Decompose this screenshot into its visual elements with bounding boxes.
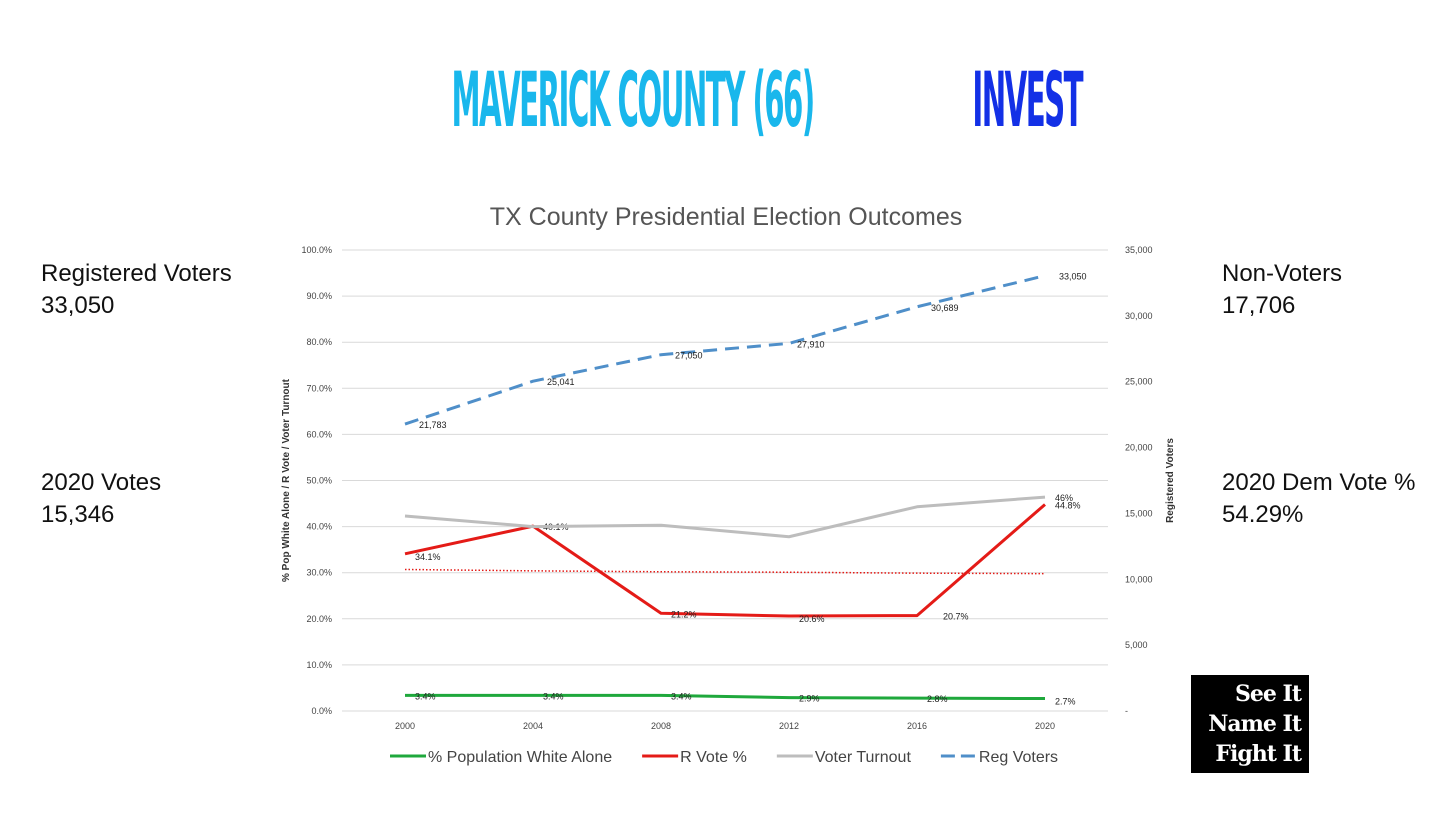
dem-vote-2020-value: 54.29% bbox=[1222, 501, 1304, 528]
votes-2020-stat: 2020 Votes 15,346 bbox=[41, 467, 161, 531]
r-vote-trendline bbox=[404, 568, 1046, 575]
data-label: 2.8% bbox=[927, 694, 948, 704]
y-tick-label: 40.0% bbox=[306, 522, 332, 532]
y2-tick-label: 25,000 bbox=[1125, 377, 1153, 387]
y-tick-label: 100.0% bbox=[301, 245, 332, 255]
legend-label: Voter Turnout bbox=[815, 749, 912, 766]
y2-tick-label: 10,000 bbox=[1125, 574, 1153, 584]
data-label: 46% bbox=[1055, 493, 1073, 503]
data-label: 3.4% bbox=[415, 691, 436, 701]
y-tick-label: 10.0% bbox=[306, 660, 332, 670]
y-tick-label: 50.0% bbox=[306, 476, 332, 486]
series-line--population-white-alone bbox=[405, 693, 1046, 701]
x-tick-label: 2008 bbox=[651, 721, 671, 731]
data-label: 33,050 bbox=[1059, 272, 1087, 282]
y-tick-label: 60.0% bbox=[306, 429, 332, 439]
x-tick-label: 2004 bbox=[523, 721, 543, 731]
data-label: 27,050 bbox=[675, 351, 703, 361]
data-label: 2.9% bbox=[799, 694, 820, 704]
data-label: 3.4% bbox=[671, 691, 692, 701]
data-label: 34.1% bbox=[415, 552, 441, 562]
data-label: 3.4% bbox=[543, 691, 564, 701]
registered-voters-value: 33,050 bbox=[41, 292, 115, 319]
dem-vote-2020-stat: 2020 Dem Vote % 54.29% bbox=[1222, 467, 1415, 531]
votes-2020-label: 2020 Votes bbox=[41, 469, 162, 496]
non-voters-value: 17,706 bbox=[1222, 292, 1296, 319]
title-main: MAVERICK COUNTY (66) bbox=[451, 55, 816, 144]
x-tick-label: 2012 bbox=[779, 721, 799, 731]
y2-tick-label: - bbox=[1125, 706, 1128, 716]
x-tick-label: 2000 bbox=[395, 721, 415, 731]
y-tick-label: 90.0% bbox=[306, 291, 332, 301]
series-line-voter-turnout bbox=[404, 495, 1046, 539]
data-label: 30,689 bbox=[931, 303, 959, 313]
y2-axis-title: Registered Voters bbox=[1165, 438, 1176, 523]
y2-tick-label: 35,000 bbox=[1125, 245, 1153, 255]
data-label: 20.6% bbox=[799, 614, 825, 624]
series-line-reg-voters bbox=[404, 274, 1046, 426]
y-tick-label: 0.0% bbox=[311, 706, 332, 716]
y2-tick-label: 30,000 bbox=[1125, 311, 1153, 321]
y2-tick-label: 20,000 bbox=[1125, 443, 1153, 453]
non-voters-label: Non-Voters bbox=[1222, 260, 1343, 287]
data-label: 27,910 bbox=[797, 339, 825, 349]
legend-label: Reg Voters bbox=[979, 749, 1058, 766]
x-tick-label: 2016 bbox=[907, 721, 927, 731]
registered-voters-label: Registered Voters bbox=[41, 260, 232, 287]
y-axis-title: % Pop White Alone / R Vote / Voter Turno… bbox=[281, 378, 292, 582]
x-tick-label: 2020 bbox=[1035, 721, 1055, 731]
y-tick-label: 30.0% bbox=[306, 568, 332, 578]
y-tick-label: 70.0% bbox=[306, 383, 332, 393]
y-tick-label: 80.0% bbox=[306, 337, 332, 347]
data-label: 21.2% bbox=[671, 609, 697, 619]
election-line-chart: TX County Presidential Election Outcomes… bbox=[281, 203, 1176, 766]
votes-2020-value: 15,346 bbox=[41, 501, 115, 528]
data-label: 25,041 bbox=[547, 377, 575, 387]
data-label: 2.7% bbox=[1055, 697, 1076, 707]
legend-label: R Vote % bbox=[680, 749, 747, 766]
dem-vote-2020-label: 2020 Dem Vote % bbox=[1222, 469, 1416, 496]
data-label: 20.7% bbox=[943, 612, 969, 622]
data-label: 21,783 bbox=[419, 420, 447, 430]
title-accent: INVEST bbox=[972, 55, 1083, 144]
legend-label: % Population White Alone bbox=[428, 749, 612, 766]
y2-tick-label: 15,000 bbox=[1125, 508, 1153, 518]
series-line-r-vote- bbox=[404, 503, 1046, 618]
non-voters-stat: Non-Voters 17,706 bbox=[1222, 258, 1342, 322]
y2-tick-label: 5,000 bbox=[1125, 640, 1148, 650]
y-tick-label: 20.0% bbox=[306, 614, 332, 624]
page-title: MAVERICK COUNTY (66) INVEST bbox=[0, 62, 1456, 138]
see-it-name-it-fight-it-logo: See It Name It Fight It bbox=[1191, 675, 1309, 773]
registered-voters-stat: Registered Voters 33,050 bbox=[41, 258, 232, 322]
data-label: 44.8% bbox=[1055, 500, 1081, 510]
chart-title: TX County Presidential Election Outcomes bbox=[490, 203, 962, 231]
